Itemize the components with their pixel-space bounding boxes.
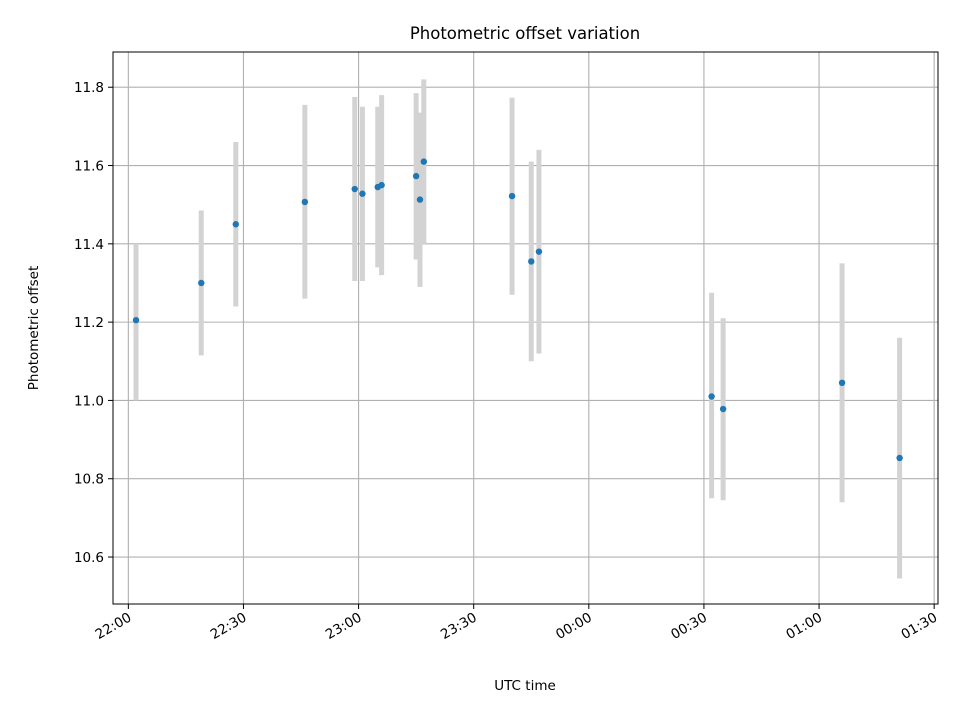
data-point [351,185,358,193]
y-tick-label: 11.2 [74,315,104,331]
data-point [198,279,205,287]
y-axis: 10.6 10.8 11.0 11.2 11.4 11.6 11.8 [74,80,113,566]
data-point [416,196,424,203]
data-point [359,190,366,197]
data-point [719,405,727,413]
data-point [378,181,385,189]
data-point [508,192,516,200]
data-point [232,221,239,228]
data-point [896,454,903,462]
data-point [535,248,543,255]
data-point [708,393,715,400]
data-point [301,198,309,206]
chart-title: Photometric offset variation [410,24,640,43]
data-point [838,379,846,387]
y-axis-label: Photometric offset [26,266,42,390]
data-points [132,158,903,462]
y-tick-label: 11.6 [74,159,104,175]
y-tick-label: 10.8 [74,472,104,488]
x-axis-label: UTC time [494,678,556,694]
grid [113,52,938,604]
data-point [528,258,535,265]
data-point [132,316,140,324]
y-tick-label: 11.8 [74,80,104,96]
plot-frame [112,51,939,605]
data-point [412,172,420,180]
data-point [420,158,428,165]
y-tick-label: 11.0 [74,393,104,409]
y-tick-label: 11.4 [74,237,104,253]
y-tick-label: 10.6 [74,550,104,566]
